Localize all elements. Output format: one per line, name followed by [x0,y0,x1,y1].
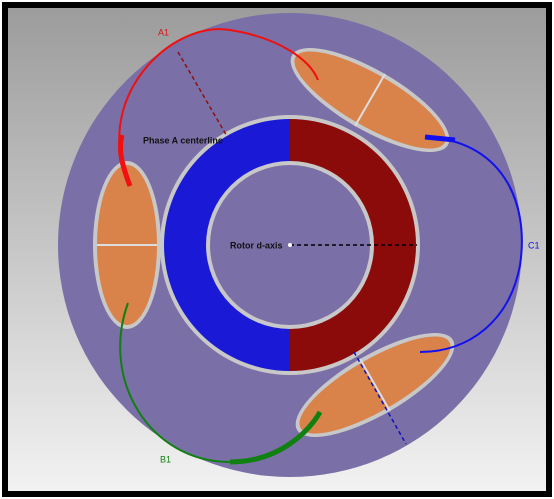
phase-a-arc-end [117,134,133,187]
slot-b [93,161,161,329]
phase-c-arc-end [424,134,456,143]
label-phase-a-centerline: Phase A centerline [143,135,223,145]
coil-divider [359,358,391,412]
slot-c [295,333,455,437]
label-a1: A1 [158,27,169,37]
label-c1: C1 [528,240,540,250]
phase-a-centerline [177,51,229,139]
coil-divider [354,73,386,127]
label-rotor-d-axis: Rotor d-axis [230,240,283,250]
phase-a-arc [118,28,319,187]
phase-b-arc-end [229,410,323,465]
label-b1: B1 [160,454,171,464]
phase-c-centerline [353,351,407,445]
phase-c-arc [419,136,523,353]
slot-a [290,48,450,152]
rotor-center [288,243,292,247]
